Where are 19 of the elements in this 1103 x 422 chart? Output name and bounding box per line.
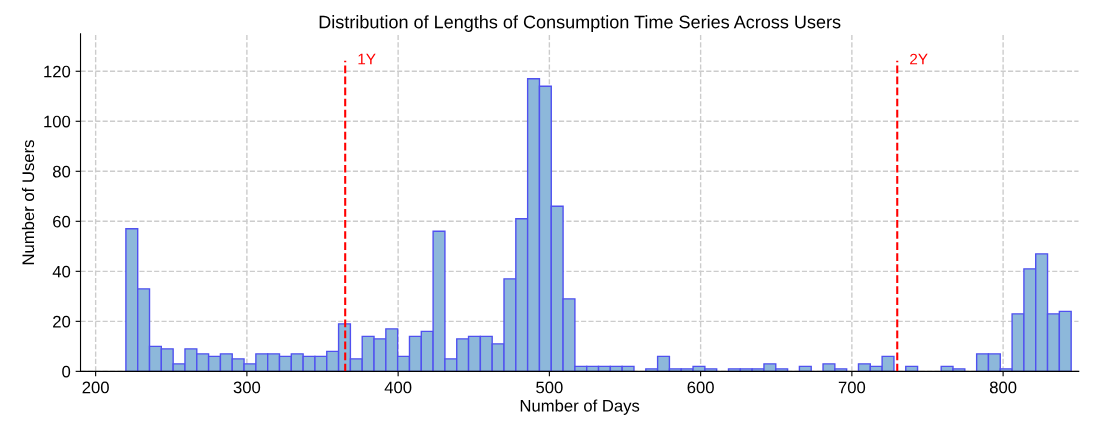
x-tick-label: 800 [989,381,1017,394]
x-tick-label: 700 [838,381,866,394]
y-tick-label: 100 [44,115,71,128]
y-tick-label: 20 [53,315,71,328]
ref-line-label: 1Y [358,53,376,65]
y-tick-label: 120 [44,65,71,78]
y-tick-label: 0 [62,365,71,378]
x-axis-title: Number of Days [520,399,640,415]
chart-title: Distribution of Lengths of Consumption Time Series Across Users [319,15,841,32]
ref-line-label: 2Y [910,53,928,65]
x-tick-label: 400 [384,381,412,394]
x-tick-label: 200 [82,381,109,394]
x-tick-label: 500 [536,381,563,394]
y-tick-label: 80 [52,165,71,178]
y-axis-title: Number of Users [21,140,35,265]
x-tick-label: 600 [687,381,714,394]
y-tick-label: 60 [53,215,71,228]
x-tick-label: 300 [233,381,261,394]
y-tick-label: 40 [52,265,71,278]
